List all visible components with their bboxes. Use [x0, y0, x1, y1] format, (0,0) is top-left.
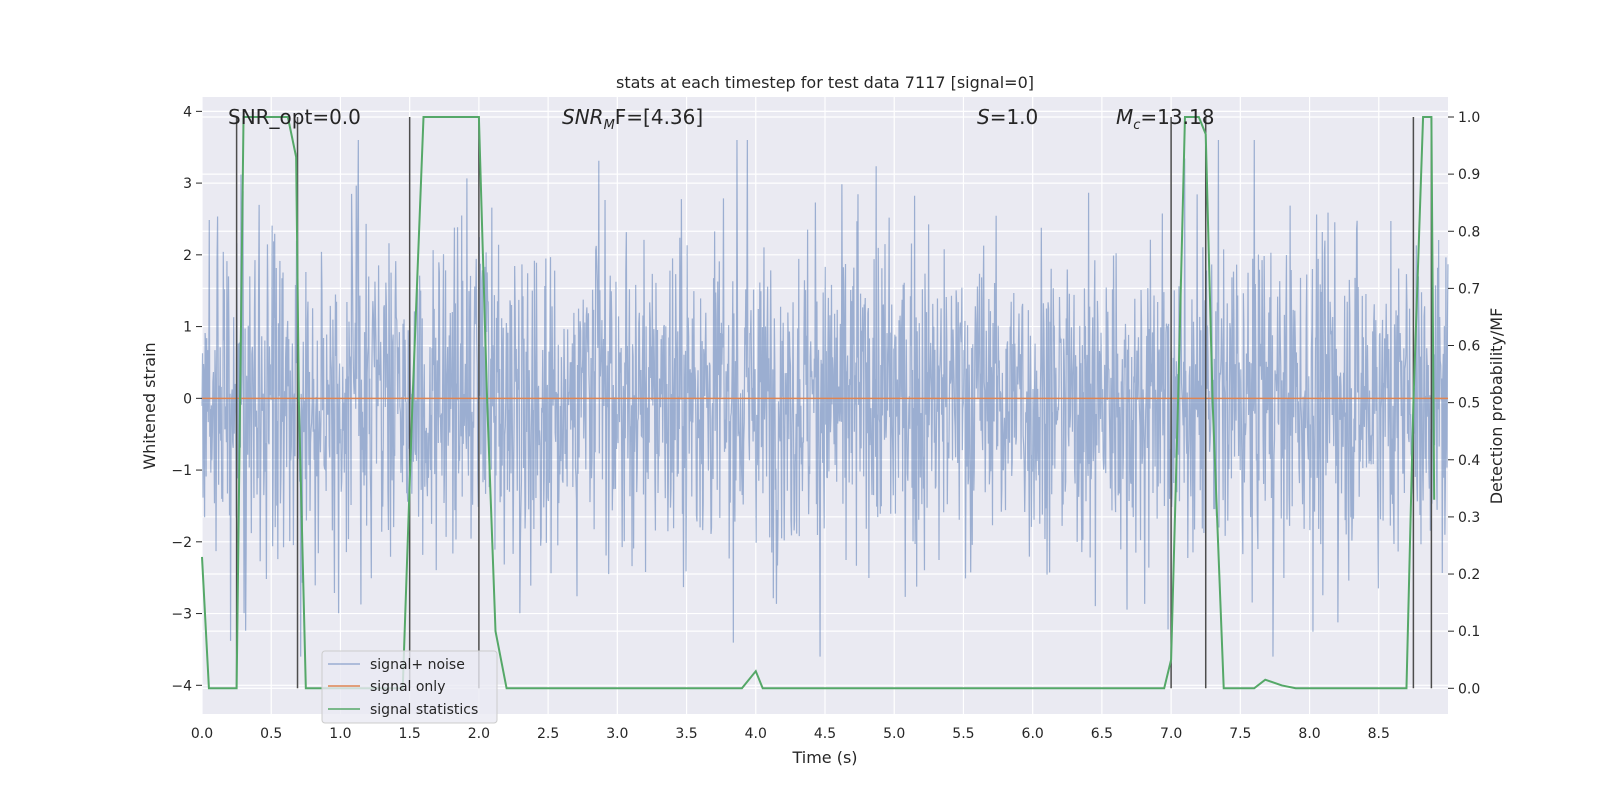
y-right-tick-label: 1.0	[1458, 110, 1480, 126]
x-tick-label: 6.5	[1091, 726, 1113, 742]
y-right-tick-label: 0.7	[1458, 281, 1480, 297]
x-tick-label: 0.0	[191, 726, 213, 742]
x-tick-label: 8.5	[1368, 726, 1390, 742]
y-axis-right-ticks: 1.0 0.9 0.8 0.7 0.6 0.5 0.4 0.3 0.2 0.1 0.0	[1448, 110, 1480, 697]
x-tick-label: 6.0	[1022, 726, 1044, 742]
x-tick-label: 3.0	[606, 726, 628, 742]
y-left-tick-label: 2	[183, 248, 192, 264]
legend-stats-label: signal statistics	[370, 702, 478, 718]
x-axis-label: Time (s)	[791, 748, 857, 767]
y-left-tick-label: −1	[171, 463, 192, 479]
y-right-tick-label: 0.4	[1458, 453, 1480, 469]
x-tick-label: 4.0	[745, 726, 767, 742]
x-axis-ticks: 0.0 0.5 1.0 1.5 2.0 2.5 3.0 3.5 4.0 4.5 5.0 5.5 6.0 6…	[191, 726, 1390, 742]
x-tick-label: 0.5	[260, 726, 282, 742]
annotation-snr-opt: SNR_opt=0.0	[228, 105, 361, 129]
legend-box	[321, 650, 498, 724]
legend-noise-label: signal+ noise	[370, 657, 465, 673]
x-tick-label: 5.0	[883, 726, 905, 742]
chart-title: stats at each timestep for test data 711…	[616, 73, 1034, 92]
annotation-mc: Mc=13.18	[1116, 105, 1214, 133]
y-left-tick-label: −2	[171, 535, 192, 551]
y-axis-right-label: Detection probability/MF	[1487, 308, 1506, 505]
x-tick-label: 2.5	[537, 726, 559, 742]
y-axis-left-label: Whitened strain	[140, 342, 159, 469]
y-right-tick-label: 0.5	[1458, 396, 1480, 412]
y-left-tick-label: 3	[183, 176, 192, 192]
y-right-tick-label: 0.8	[1458, 224, 1480, 240]
annotation-s: S=1.0	[977, 105, 1038, 129]
legend-signal-label: signal only	[370, 679, 445, 695]
annotation-snr-mf: SNRMF=[4.36]	[562, 105, 703, 133]
x-tick-label: 2.0	[468, 726, 490, 742]
x-tick-label: 7.0	[1160, 726, 1182, 742]
y-right-tick-label: 0.0	[1458, 681, 1480, 697]
x-tick-label: 8.0	[1298, 726, 1320, 742]
x-tick-label: 1.0	[329, 726, 351, 742]
y-left-tick-label: −3	[171, 607, 192, 623]
x-tick-label: 5.5	[952, 726, 974, 742]
x-tick-label: 1.5	[399, 726, 421, 742]
y-left-tick-label: 0	[183, 391, 192, 407]
x-tick-label: 7.5	[1229, 726, 1251, 742]
y-right-tick-label: 0.3	[1458, 510, 1480, 526]
y-left-tick-label: 4	[183, 104, 192, 120]
x-tick-label: 3.5	[675, 726, 697, 742]
y-axis-left-ticks: 4 3 2 1 0 −1 −2 −3 −4	[171, 104, 202, 694]
legend: signal+ noise signal only signal statist…	[321, 650, 498, 724]
y-right-tick-label: 0.9	[1458, 167, 1480, 183]
y-right-tick-label: 0.1	[1458, 624, 1480, 640]
statistics-series	[201, 116, 1436, 690]
y-right-tick-label: 0.2	[1458, 567, 1480, 583]
statistics-line	[201, 116, 1436, 690]
y-left-tick-label: 1	[183, 320, 192, 336]
y-right-tick-label: 0.6	[1458, 339, 1480, 355]
y-left-tick-label: −4	[171, 678, 192, 694]
x-tick-label: 4.5	[814, 726, 836, 742]
